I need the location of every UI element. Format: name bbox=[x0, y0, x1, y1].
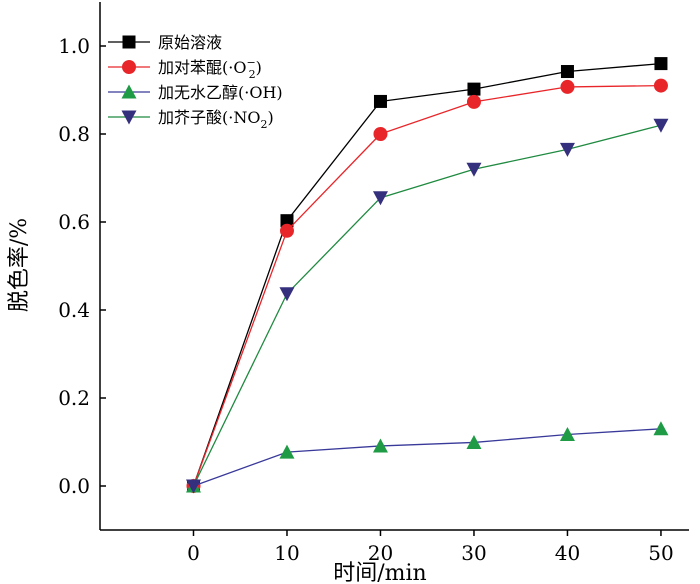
series-line bbox=[193, 428, 661, 487]
y-tick-label: 0.2 bbox=[58, 386, 90, 410]
data-point bbox=[279, 444, 295, 459]
data-point bbox=[653, 118, 669, 133]
legend-marker bbox=[121, 84, 137, 99]
data-point bbox=[559, 427, 575, 442]
data-point bbox=[185, 479, 201, 494]
x-axis-title: 时间/min bbox=[333, 561, 426, 584]
series-3 bbox=[185, 421, 669, 493]
series-2 bbox=[186, 78, 668, 493]
legend-label: 加对苯醌(·O− 2) bbox=[158, 56, 262, 81]
y-axis-title: 脱色率/% bbox=[7, 218, 32, 312]
data-point bbox=[559, 142, 575, 157]
legend-entry-3: 加无水乙醇(·OH) bbox=[108, 83, 283, 102]
data-point bbox=[560, 79, 575, 94]
y-tick-label: 0.4 bbox=[58, 298, 90, 322]
data-point bbox=[279, 287, 295, 302]
data-point bbox=[466, 94, 481, 109]
legend-marker bbox=[122, 35, 136, 49]
legend-entry-2: 加对苯醌(·O− 2) bbox=[108, 56, 262, 81]
data-point bbox=[654, 57, 668, 71]
data-point bbox=[373, 94, 387, 108]
legend-marker bbox=[121, 110, 137, 125]
axes: 0.0 0.2 0.4 0.6 0.8 1.0 0 10 20 30 40 50 bbox=[58, 2, 689, 565]
data-point bbox=[653, 78, 668, 93]
data-point bbox=[372, 191, 388, 206]
y-tick-label: 0.6 bbox=[58, 210, 90, 234]
x-tick-label: 50 bbox=[648, 541, 673, 565]
series-line bbox=[192, 124, 662, 487]
x-tick-label: 30 bbox=[461, 541, 486, 565]
series-line bbox=[192, 84, 661, 487]
legend-label: 加无水乙醇(·OH) bbox=[158, 83, 283, 102]
y-tick-label: 1.0 bbox=[58, 34, 90, 58]
legend-label: 加芥子酸(·NO2) bbox=[158, 108, 274, 131]
series-line bbox=[192, 62, 662, 487]
data-point bbox=[560, 65, 574, 79]
legend-entry-1: 原始溶液 bbox=[108, 33, 222, 52]
data-point bbox=[373, 127, 388, 141]
y-tick-label: 0.8 bbox=[58, 122, 90, 146]
data-point bbox=[372, 438, 388, 453]
series-layer bbox=[185, 57, 669, 494]
data-point bbox=[467, 82, 481, 96]
x-tick-label: 40 bbox=[555, 541, 580, 565]
legend-entry-4: 加芥子酸(·NO2) bbox=[108, 108, 274, 131]
series-4 bbox=[185, 118, 669, 494]
data-point bbox=[653, 421, 669, 436]
legend-label: 原始溶液 bbox=[158, 33, 222, 52]
x-tick-label: 20 bbox=[368, 541, 393, 565]
data-point bbox=[279, 223, 294, 238]
y-tick-label: 0.0 bbox=[58, 474, 90, 498]
data-point bbox=[466, 434, 482, 449]
x-tick-label: 10 bbox=[274, 541, 299, 565]
data-point bbox=[466, 162, 482, 177]
data-point bbox=[280, 214, 294, 228]
x-tick-label: 0 bbox=[187, 541, 200, 565]
legend-marker bbox=[122, 60, 136, 74]
